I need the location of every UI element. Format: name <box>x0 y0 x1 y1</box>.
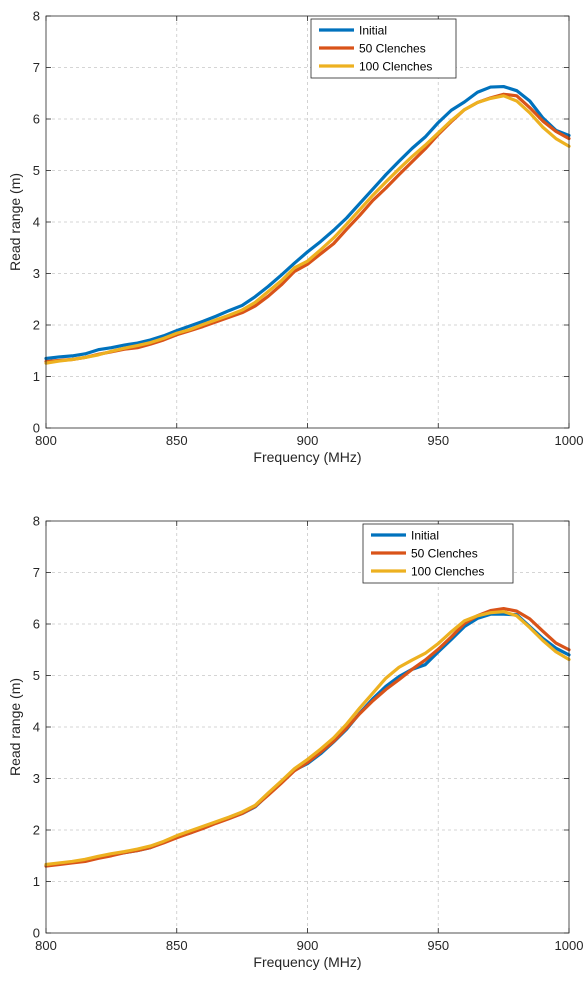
legend: Initial 50 Clenches 100 Clenches <box>310 18 457 79</box>
series-line-initial <box>44 84 571 361</box>
y-tick-label: 2 <box>33 318 40 333</box>
legend-label: 100 Clenches <box>359 60 432 74</box>
chart-panel-1: 800 850 900 950 1000 0 1 2 3 4 5 6 7 8 Frequency (MHz)… <box>7 9 583 466</box>
x-tick-label: 850 <box>166 938 188 953</box>
y-tick-label: 2 <box>33 823 40 838</box>
series-line-100-clenches <box>44 610 571 867</box>
y-axis-title: Read range (m) <box>7 678 23 776</box>
y-tick-label: 6 <box>33 112 40 127</box>
y-tick-label: 5 <box>33 668 40 683</box>
series-line-100-clenches <box>44 94 571 365</box>
y-tick-label: 8 <box>33 514 40 529</box>
legend-label: 100 Clenches <box>411 565 484 579</box>
x-tick-label: 800 <box>35 433 57 448</box>
x-tick-label: 850 <box>166 433 188 448</box>
legend-label: 50 Clenches <box>411 547 478 561</box>
y-tick-label: 0 <box>33 926 40 941</box>
x-tick-label: 900 <box>297 938 319 953</box>
legend-label: Initial <box>411 529 439 543</box>
y-tick-label: 3 <box>33 771 40 786</box>
y-tick-label: 6 <box>33 617 40 632</box>
y-tick-label: 0 <box>33 421 40 436</box>
y-tick-label: 5 <box>33 163 40 178</box>
y-tick-label: 7 <box>33 565 40 580</box>
y-tick-label: 3 <box>33 266 40 281</box>
y-tick-label: 8 <box>33 9 40 24</box>
x-tick-label: 800 <box>35 938 57 953</box>
x-tick-label: 950 <box>427 938 449 953</box>
legend-label: 50 Clenches <box>359 42 426 56</box>
y-tick-label: 4 <box>33 720 40 735</box>
x-axis-title: Frequency (MHz) <box>253 954 361 970</box>
y-tick-label: 4 <box>33 215 40 230</box>
x-tick-label: 1000 <box>555 938 584 953</box>
x-tick-label: 950 <box>427 433 449 448</box>
y-tick-label: 1 <box>33 369 40 384</box>
legend: Initial 50 Clenches 100 Clenches <box>362 523 514 584</box>
x-tick-label: 1000 <box>555 433 584 448</box>
x-axis-title: Frequency (MHz) <box>253 449 361 465</box>
y-tick-label: 7 <box>33 60 40 75</box>
y-axis-title: Read range (m) <box>7 173 23 271</box>
y-tick-label: 1 <box>33 874 40 889</box>
chart-panel-2: 800 850 900 950 1000 0 1 2 3 4 5 6 7 8 Frequency (MHz)… <box>7 514 583 971</box>
legend-label: Initial <box>359 24 387 38</box>
x-tick-label: 900 <box>297 433 319 448</box>
